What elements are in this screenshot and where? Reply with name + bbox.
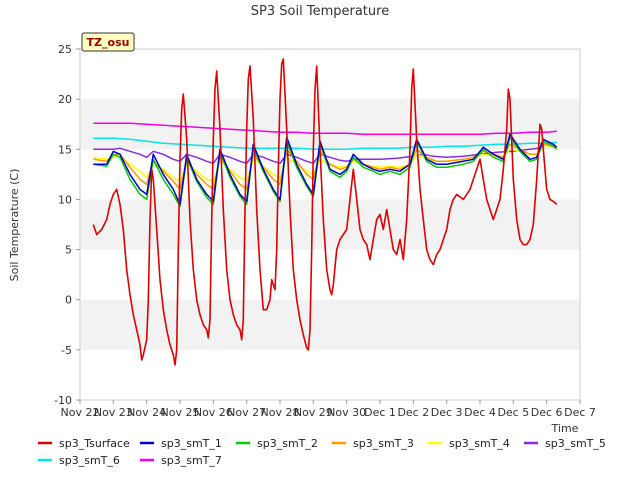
legend-label: sp3_smT_5 — [545, 437, 606, 450]
series-line-sp3-smT-3 — [93, 143, 557, 191]
x-tick-label: Nov 29 — [294, 406, 333, 419]
x-tick-label: Nov 30 — [327, 406, 366, 419]
x-axis-title: Time — [551, 422, 579, 435]
x-tick-label: Nov 23 — [94, 406, 133, 419]
station-label-box: TZ_osu — [81, 32, 135, 52]
legend-label: sp3_smT_3 — [353, 437, 414, 450]
x-tick-label: Dec 3 — [431, 406, 463, 419]
legend-label: sp3_smT_4 — [449, 437, 510, 450]
x-tick-label: Dec 4 — [464, 406, 496, 419]
x-tick-label: Dec 6 — [531, 406, 563, 419]
y-tick-label: 0 — [65, 294, 72, 307]
series-lines — [92, 58, 558, 366]
legend-label: sp3_Tsurface — [59, 437, 130, 450]
series-line-sp3-smT-5 — [93, 146, 557, 165]
chart-title: SP3 Soil Temperature — [251, 4, 389, 19]
y-tick-label: -10 — [54, 394, 72, 407]
y-tick-label: 10 — [58, 193, 72, 206]
y-tick-label: 5 — [65, 244, 72, 257]
legend-label: sp3_smT_7 — [161, 454, 222, 467]
legend: sp3_Tsurface sp3_smT_1 sp3_smT_2 sp3_smT_3 s… — [38, 437, 606, 467]
grid-bands — [80, 99, 580, 350]
x-tick-label: Dec 1 — [364, 406, 396, 419]
y-tick-label: 20 — [58, 93, 72, 106]
x-tick-label: Dec 2 — [397, 406, 429, 419]
legend-label: sp3_smT_2 — [257, 437, 318, 450]
x-tick-label: Nov 24 — [127, 406, 166, 419]
x-tick-label: Nov 27 — [227, 406, 266, 419]
x-tick-label: Dec 5 — [497, 406, 529, 419]
x-tick-label: Nov 25 — [161, 406, 200, 419]
x-tick-label: Nov 28 — [261, 406, 300, 419]
x-tick-label: Nov 22 — [61, 406, 100, 419]
legend-label: sp3_smT_1 — [161, 437, 222, 450]
series-line-sp3-smT-6 — [93, 137, 557, 151]
y-axis-title: Soil Temperature (C) — [8, 169, 21, 282]
series-line-sp3-smT-7 — [93, 122, 557, 135]
grid-band — [80, 99, 580, 150]
y-tick-label: 15 — [58, 143, 72, 156]
y-tick-label: 25 — [58, 43, 72, 56]
station-label: TZ_osu — [87, 36, 130, 49]
y-tick-label: -5 — [61, 344, 72, 357]
x-tick-label: Dec 7 — [564, 406, 596, 419]
x-tick-label: Nov 26 — [194, 406, 233, 419]
grid-band — [80, 299, 580, 350]
y-axis: -10 -5 0 5 10 15 20 25 — [54, 43, 80, 407]
series-line-sp3-Tsurface — [92, 58, 558, 366]
plot-frame — [79, 48, 581, 401]
series-line-sp3-smT-1 — [93, 133, 558, 206]
legend-label: sp3_smT_6 — [59, 454, 120, 467]
